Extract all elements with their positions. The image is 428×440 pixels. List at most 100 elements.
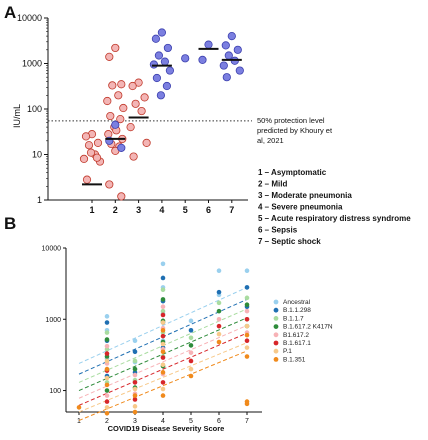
chart-a-point-pink — [129, 152, 138, 161]
chart-b-point — [244, 316, 250, 322]
chart-b-point — [188, 335, 194, 341]
chart-a-point-blue — [222, 73, 231, 82]
chart-a-point-pink — [117, 80, 126, 89]
panel-a-label: A — [4, 3, 16, 22]
chart-a-point-blue — [163, 43, 172, 53]
chart-a-legend-item: 1 – Asymptomatic — [258, 168, 327, 177]
chart-a-reference-label: 50% protection level — [257, 116, 325, 125]
chart-b-trend-line — [78, 350, 248, 421]
chart-b-point — [244, 285, 250, 290]
chart-a-point-blue — [154, 51, 163, 60]
chart-a-xtick-label: 1 — [89, 205, 94, 215]
chart-b-point — [160, 304, 166, 310]
chart-a-point-pink — [108, 81, 117, 90]
chart-b-point — [160, 297, 166, 302]
chart-b-point — [160, 341, 166, 347]
chart-a-xtick-label: 7 — [229, 205, 234, 215]
chart-a-ytick-label: 1000 — [22, 59, 42, 69]
chart-b-point — [104, 314, 110, 319]
chart-b-point — [104, 393, 110, 398]
chart-b-point — [160, 355, 166, 360]
chart-a-point-blue — [221, 41, 230, 50]
chart-b-point — [132, 404, 138, 409]
chart-a-point-pink — [105, 52, 114, 61]
chart-a-points — [79, 28, 244, 201]
chart-b-point — [160, 261, 166, 267]
chart-b-legend-item: B.1.351 — [283, 356, 306, 363]
chart-a-point-pink — [117, 192, 126, 201]
chart-a-point-blue — [151, 34, 160, 43]
chart-b-legend-item: P.1 — [283, 348, 292, 355]
chart-b-point — [132, 409, 138, 415]
chart-a-point-blue — [219, 61, 228, 70]
chart-b-legend-marker — [273, 357, 279, 362]
chart-a-medians — [82, 47, 242, 186]
chart-b-point — [160, 380, 166, 385]
chart-b-point — [244, 302, 250, 308]
chart-a-point-blue — [152, 73, 161, 83]
chart-a-xtick-label: 5 — [183, 205, 188, 215]
chart-b-point — [132, 366, 138, 372]
chart-b-point — [244, 354, 250, 359]
chart-b-point — [160, 328, 166, 333]
chart-b-point — [216, 331, 222, 337]
chart-b-point — [216, 268, 222, 274]
chart-a-point-blue — [157, 28, 166, 37]
chart-b-point — [104, 337, 110, 342]
chart-b-point — [188, 318, 194, 324]
chart-b-point — [160, 386, 166, 392]
chart-a-point-pink — [142, 138, 151, 147]
chart-b-xtick-label: 3 — [133, 418, 137, 425]
chart-a-point-blue — [111, 120, 120, 129]
chart-b-point — [104, 375, 110, 381]
chart-b-point — [160, 362, 166, 368]
chart-b-point — [104, 388, 110, 393]
chart-a-point-pink — [134, 78, 143, 87]
panel-b-label: B — [4, 214, 16, 233]
chart-b-point — [160, 393, 166, 398]
chart-a-point-pink — [84, 141, 94, 150]
chart-b-point — [244, 345, 250, 350]
chart-a-xtick-label: 2 — [113, 205, 118, 215]
chart-b-legend-item: B.1.617.1 — [283, 340, 311, 347]
chart-b-trend-line — [78, 286, 248, 364]
chart-b-trend-line — [78, 317, 248, 392]
chart-b-point — [132, 386, 138, 392]
chart-a-point-pink — [105, 180, 114, 189]
chart-a-point-pink — [92, 153, 102, 162]
chart-b-point — [104, 358, 110, 364]
chart-b: 100 1000 10000 1 2 3 4 5 6 7 COVID19 Disease Seve… — [42, 246, 333, 434]
chart-b-point — [132, 380, 138, 385]
chart-b-ytick-label: 10000 — [42, 246, 62, 253]
chart-b-legend-marker — [273, 332, 279, 338]
chart-a-point-pink — [103, 96, 112, 106]
chart-a-point-pink — [137, 106, 146, 116]
chart-b-point — [160, 349, 166, 355]
chart-b-xtick-label: 2 — [105, 418, 109, 425]
chart-b-xlabel: COVID19 Disease Severity Score — [108, 424, 225, 433]
chart-b-point — [244, 268, 250, 274]
chart-b-point — [188, 328, 194, 333]
chart-b-point — [188, 366, 194, 372]
chart-a-ytick-label: 10 — [32, 150, 42, 160]
chart-a-ytick-label: 1 — [37, 195, 42, 205]
chart-a-point-blue — [198, 55, 207, 64]
chart-b-legend-item: B1.617.2 — [283, 332, 309, 339]
chart-a-legend-item: 4 – Severe pneumonia — [258, 203, 343, 212]
chart-b-point — [216, 323, 222, 329]
chart-b-point — [160, 333, 166, 339]
chart-b-legend-marker — [273, 340, 279, 346]
chart-a-point-pink — [114, 91, 123, 100]
chart-a-point-blue — [181, 54, 190, 63]
chart-b-legend-item: B.1.1.298 — [283, 307, 311, 314]
chart-a-point-blue — [233, 45, 242, 54]
chart-b-point — [104, 399, 110, 404]
chart-a-point-blue — [224, 51, 233, 60]
chart-a-point-blue — [204, 40, 213, 49]
chart-b-point — [104, 330, 110, 335]
chart-b-point — [244, 338, 250, 344]
chart-b-trend-line — [78, 332, 248, 406]
chart-b-point — [160, 312, 166, 318]
